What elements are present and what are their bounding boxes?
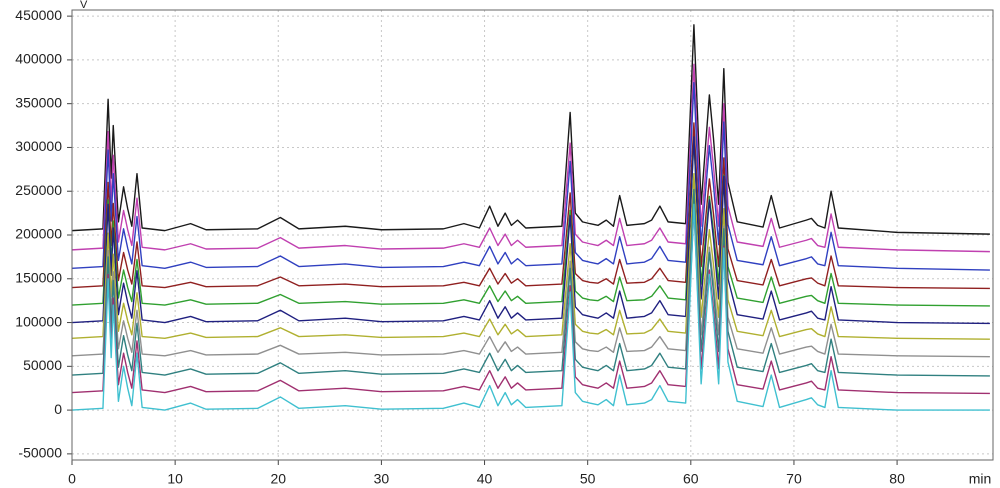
x-tick-label: 30 xyxy=(374,471,390,487)
series-line xyxy=(71,203,990,411)
series-line xyxy=(71,24,990,235)
y-tick-label: 150000 xyxy=(15,269,62,285)
x-tick-label: 20 xyxy=(270,471,286,487)
y-tick-label: 100000 xyxy=(15,313,62,329)
y-tick-label: 250000 xyxy=(15,182,62,198)
y-tick-label: 350000 xyxy=(15,94,62,110)
series-line xyxy=(71,139,990,307)
x-tick-label: 70 xyxy=(786,471,802,487)
y-tick-label: 0 xyxy=(54,401,62,417)
x-tick-label: 40 xyxy=(477,471,493,487)
y-axis-label: V xyxy=(80,0,88,11)
x-tick-label: 60 xyxy=(683,471,699,487)
y-tick-label: 450000 xyxy=(15,7,62,23)
y-tick-label: -50000 xyxy=(18,445,62,461)
y-tick-label: 400000 xyxy=(15,51,62,67)
series-line xyxy=(71,81,990,271)
series-line xyxy=(71,63,990,253)
x-axis-label: min xyxy=(969,471,992,487)
x-tick-label: 10 xyxy=(167,471,183,487)
series-line xyxy=(71,173,990,340)
y-tick-label: 50000 xyxy=(23,357,62,373)
x-tick-label: 80 xyxy=(889,471,905,487)
series-line xyxy=(71,122,990,290)
series-line xyxy=(71,188,990,377)
y-tick-label: 300000 xyxy=(15,138,62,154)
x-tick-label: 50 xyxy=(580,471,596,487)
plot-border xyxy=(71,9,994,461)
series-line xyxy=(71,190,990,358)
series-line xyxy=(71,206,990,395)
x-tick-label: 0 xyxy=(68,471,76,487)
series-line xyxy=(71,136,990,325)
y-tick-label: 200000 xyxy=(15,226,62,242)
